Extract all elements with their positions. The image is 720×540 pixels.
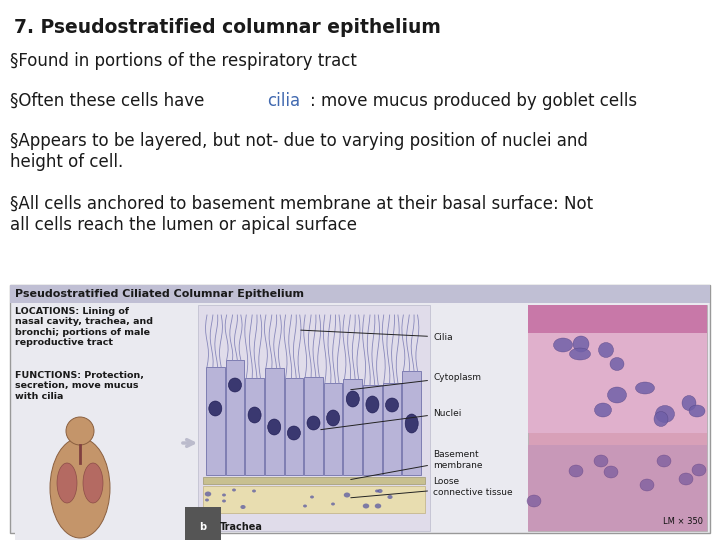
- Bar: [10, 285, 710, 303]
- Text: b: b: [199, 522, 207, 532]
- Ellipse shape: [679, 473, 693, 485]
- Text: §All cells anchored to basement membrane at their basal surface: Not
all cells r: §All cells anchored to basement membrane…: [10, 195, 593, 234]
- Ellipse shape: [608, 387, 626, 403]
- Ellipse shape: [209, 401, 222, 416]
- Text: LOCATIONS: Lining of
nasal cavity, trachea, and
bronchi; portions of male
reprod: LOCATIONS: Lining of nasal cavity, trach…: [15, 307, 153, 347]
- Ellipse shape: [346, 391, 359, 407]
- Bar: [324, 383, 343, 475]
- Ellipse shape: [310, 496, 314, 498]
- Ellipse shape: [248, 407, 261, 423]
- Ellipse shape: [655, 406, 675, 422]
- Text: cilia: cilia: [268, 92, 301, 110]
- Ellipse shape: [554, 338, 572, 352]
- Text: LM × 350: LM × 350: [663, 517, 703, 526]
- Bar: [225, 360, 244, 475]
- Ellipse shape: [228, 378, 241, 392]
- Ellipse shape: [385, 398, 399, 412]
- Text: §Found in portions of the respiratory tract: §Found in portions of the respiratory tr…: [10, 52, 357, 70]
- Ellipse shape: [83, 463, 103, 503]
- Ellipse shape: [303, 504, 307, 508]
- Ellipse shape: [222, 494, 226, 496]
- Ellipse shape: [307, 416, 320, 430]
- Ellipse shape: [692, 464, 706, 476]
- Ellipse shape: [331, 503, 335, 505]
- Ellipse shape: [57, 463, 77, 503]
- Text: Cytoplasm: Cytoplasm: [351, 373, 481, 390]
- Ellipse shape: [232, 489, 236, 491]
- Ellipse shape: [287, 426, 300, 440]
- Bar: [528, 305, 707, 531]
- Text: Basement
membrane: Basement membrane: [351, 450, 482, 480]
- Bar: [246, 378, 264, 475]
- Bar: [528, 333, 707, 433]
- Text: Trachea: Trachea: [220, 522, 263, 532]
- Bar: [198, 305, 430, 531]
- Ellipse shape: [573, 336, 589, 352]
- Bar: [284, 378, 303, 475]
- Ellipse shape: [375, 489, 379, 492]
- Bar: [528, 445, 707, 531]
- Ellipse shape: [654, 411, 668, 427]
- Ellipse shape: [363, 503, 369, 509]
- Ellipse shape: [595, 403, 611, 417]
- Ellipse shape: [252, 489, 256, 492]
- Ellipse shape: [50, 438, 110, 538]
- Circle shape: [66, 417, 94, 445]
- Ellipse shape: [657, 455, 671, 467]
- Text: §Appears to be layered, but not- due to varying position of nuclei and
height of: §Appears to be layered, but not- due to …: [10, 132, 588, 171]
- Ellipse shape: [204, 491, 211, 496]
- Bar: [10, 285, 710, 533]
- Ellipse shape: [222, 500, 226, 503]
- Bar: [402, 371, 421, 475]
- Ellipse shape: [570, 348, 590, 360]
- Ellipse shape: [374, 503, 382, 509]
- Bar: [528, 305, 707, 333]
- Ellipse shape: [327, 410, 340, 426]
- Bar: [203, 477, 425, 484]
- Ellipse shape: [387, 495, 392, 499]
- Bar: [343, 379, 362, 475]
- Ellipse shape: [527, 495, 541, 507]
- Ellipse shape: [598, 342, 613, 357]
- Bar: [383, 383, 401, 475]
- Bar: [265, 368, 284, 475]
- Ellipse shape: [594, 455, 608, 467]
- Bar: [363, 385, 382, 475]
- Bar: [15, 413, 185, 540]
- Text: Pseudostratified Ciliated Columnar Epithelium: Pseudostratified Ciliated Columnar Epith…: [15, 289, 304, 299]
- Bar: [203, 486, 425, 513]
- Bar: [206, 367, 225, 475]
- Text: Loose
connective tissue: Loose connective tissue: [351, 477, 513, 498]
- Ellipse shape: [640, 479, 654, 491]
- Text: : move mucus produced by goblet cells: : move mucus produced by goblet cells: [310, 92, 637, 110]
- Ellipse shape: [377, 489, 382, 493]
- Ellipse shape: [240, 505, 246, 509]
- Ellipse shape: [205, 498, 209, 502]
- Text: §Often these cells have: §Often these cells have: [10, 92, 210, 110]
- Ellipse shape: [682, 395, 696, 410]
- Ellipse shape: [604, 466, 618, 478]
- Ellipse shape: [343, 492, 350, 497]
- Ellipse shape: [405, 414, 418, 433]
- Text: FUNCTIONS: Protection,
secretion, move mucus
with cilia: FUNCTIONS: Protection, secretion, move m…: [15, 371, 144, 401]
- Text: Nuclei: Nuclei: [320, 408, 462, 430]
- Ellipse shape: [268, 419, 281, 435]
- Text: Cilia: Cilia: [301, 330, 453, 341]
- Text: 7. Pseudostratified columnar epithelium: 7. Pseudostratified columnar epithelium: [14, 18, 441, 37]
- Ellipse shape: [636, 382, 654, 394]
- Ellipse shape: [689, 405, 705, 417]
- Ellipse shape: [366, 396, 379, 413]
- Bar: [304, 377, 323, 475]
- Ellipse shape: [569, 465, 583, 477]
- Ellipse shape: [610, 357, 624, 370]
